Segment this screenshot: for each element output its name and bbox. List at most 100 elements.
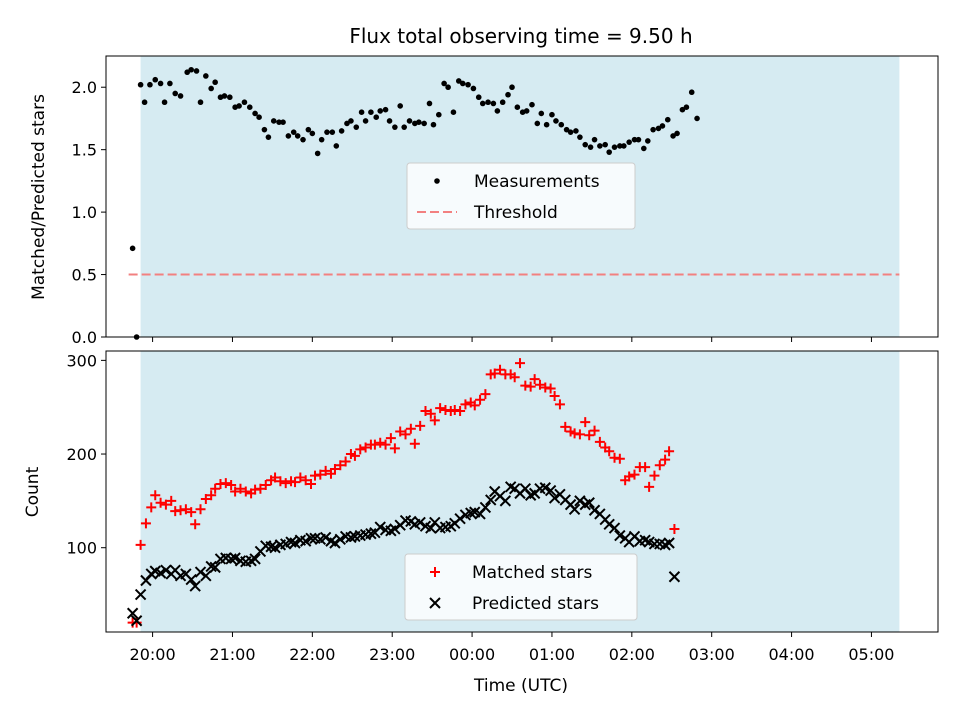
- data-point: [389, 443, 400, 454]
- data-point: [509, 84, 515, 91]
- data-point: [285, 133, 292, 139]
- data-point: [334, 533, 346, 545]
- bottom-y-axis-label: Count: [23, 466, 43, 517]
- data-point: [577, 134, 583, 140]
- data-point: [152, 76, 159, 83]
- data-point: [583, 497, 595, 509]
- data-point: [489, 368, 500, 379]
- legend-marker: [434, 178, 440, 184]
- data-point: [220, 478, 231, 489]
- data-point: [349, 450, 360, 461]
- data-point: [688, 89, 695, 96]
- chart-title: Flux total observing time = 9.50 h: [349, 24, 692, 48]
- data-point: [679, 106, 686, 113]
- data-point: [130, 615, 143, 627]
- data-point: [574, 495, 586, 507]
- data-point: [529, 374, 540, 385]
- data-point: [650, 126, 656, 133]
- data-point: [306, 479, 317, 490]
- data-point: [568, 503, 581, 516]
- data-point: [436, 111, 442, 118]
- data-point: [172, 90, 179, 97]
- data-point: [582, 141, 589, 148]
- data-point: [318, 136, 325, 143]
- data-point: [455, 405, 466, 416]
- data-point: [305, 532, 317, 545]
- data-point: [146, 502, 157, 513]
- data-point: [460, 399, 471, 410]
- data-point: [358, 109, 365, 115]
- data-point: [614, 529, 626, 542]
- x-tick-label: 20:00: [130, 645, 176, 664]
- data-point: [621, 143, 627, 149]
- data-point: [588, 504, 601, 516]
- data-point: [608, 522, 621, 534]
- x-tick-label: 21:00: [209, 645, 255, 664]
- data-point: [392, 124, 398, 130]
- data-point: [309, 130, 316, 137]
- data-point: [246, 104, 253, 111]
- series-measurements: [129, 66, 700, 340]
- data-point: [256, 114, 262, 120]
- data-point: [490, 100, 497, 107]
- data-point: [206, 490, 217, 501]
- x-tick-label: 02:00: [609, 645, 655, 664]
- data-point: [385, 433, 396, 444]
- data-point: [270, 118, 277, 124]
- data-point: [591, 136, 598, 143]
- data-point: [594, 436, 605, 447]
- data-point: [285, 536, 297, 548]
- data-point: [538, 110, 545, 117]
- data-point: [252, 110, 258, 117]
- data-point: [380, 439, 391, 450]
- data-point: [629, 469, 640, 480]
- data-point: [674, 130, 680, 137]
- data-point: [197, 99, 204, 106]
- data-point: [494, 108, 501, 114]
- legend-label: Measurements: [474, 172, 600, 192]
- data-point: [539, 482, 552, 494]
- data-point: [375, 437, 386, 448]
- data-point: [509, 372, 520, 383]
- data-point: [529, 101, 535, 108]
- data-point: [683, 104, 690, 111]
- data-point: [186, 507, 197, 518]
- data-point: [624, 471, 635, 482]
- data-point: [276, 119, 282, 125]
- y-tick-label: 1.5: [72, 141, 97, 160]
- x-tick-label: 01:00: [529, 645, 575, 664]
- data-point: [270, 472, 281, 483]
- data-point: [319, 531, 332, 544]
- data-point: [235, 483, 246, 494]
- data-point: [249, 553, 261, 565]
- x-tick-label: 04:00: [769, 645, 815, 664]
- data-point: [369, 439, 380, 450]
- data-point: [430, 121, 437, 128]
- data-point: [137, 81, 144, 88]
- legend-box: [404, 553, 638, 621]
- data-point: [669, 523, 680, 534]
- data-point: [548, 492, 561, 504]
- data-point: [420, 405, 431, 416]
- data-point: [654, 460, 665, 471]
- panel-1: 0.0 0.5 1.0 1.5 2.0 Measurements Threshold: [72, 55, 939, 347]
- data-point: [499, 495, 512, 507]
- data-point: [544, 484, 557, 497]
- data-point: [209, 561, 221, 574]
- data-point: [421, 120, 427, 127]
- data-point: [368, 109, 374, 115]
- top-y-axis-label: Matched/Predicted stars: [29, 94, 49, 300]
- data-point: [300, 136, 306, 143]
- data-point: [445, 84, 451, 91]
- plot-layer: 0.0 0.5 1.0 1.5 2.0 Measurements Threshold 100 2…: [66, 55, 939, 664]
- data-point: [465, 81, 471, 88]
- data-point: [300, 475, 311, 486]
- data-point: [377, 108, 384, 114]
- data-point: [554, 399, 565, 410]
- data-point: [567, 129, 574, 135]
- data-point: [305, 126, 312, 133]
- data-point: [668, 571, 681, 583]
- data-point: [664, 116, 671, 123]
- data-point: [261, 126, 268, 133]
